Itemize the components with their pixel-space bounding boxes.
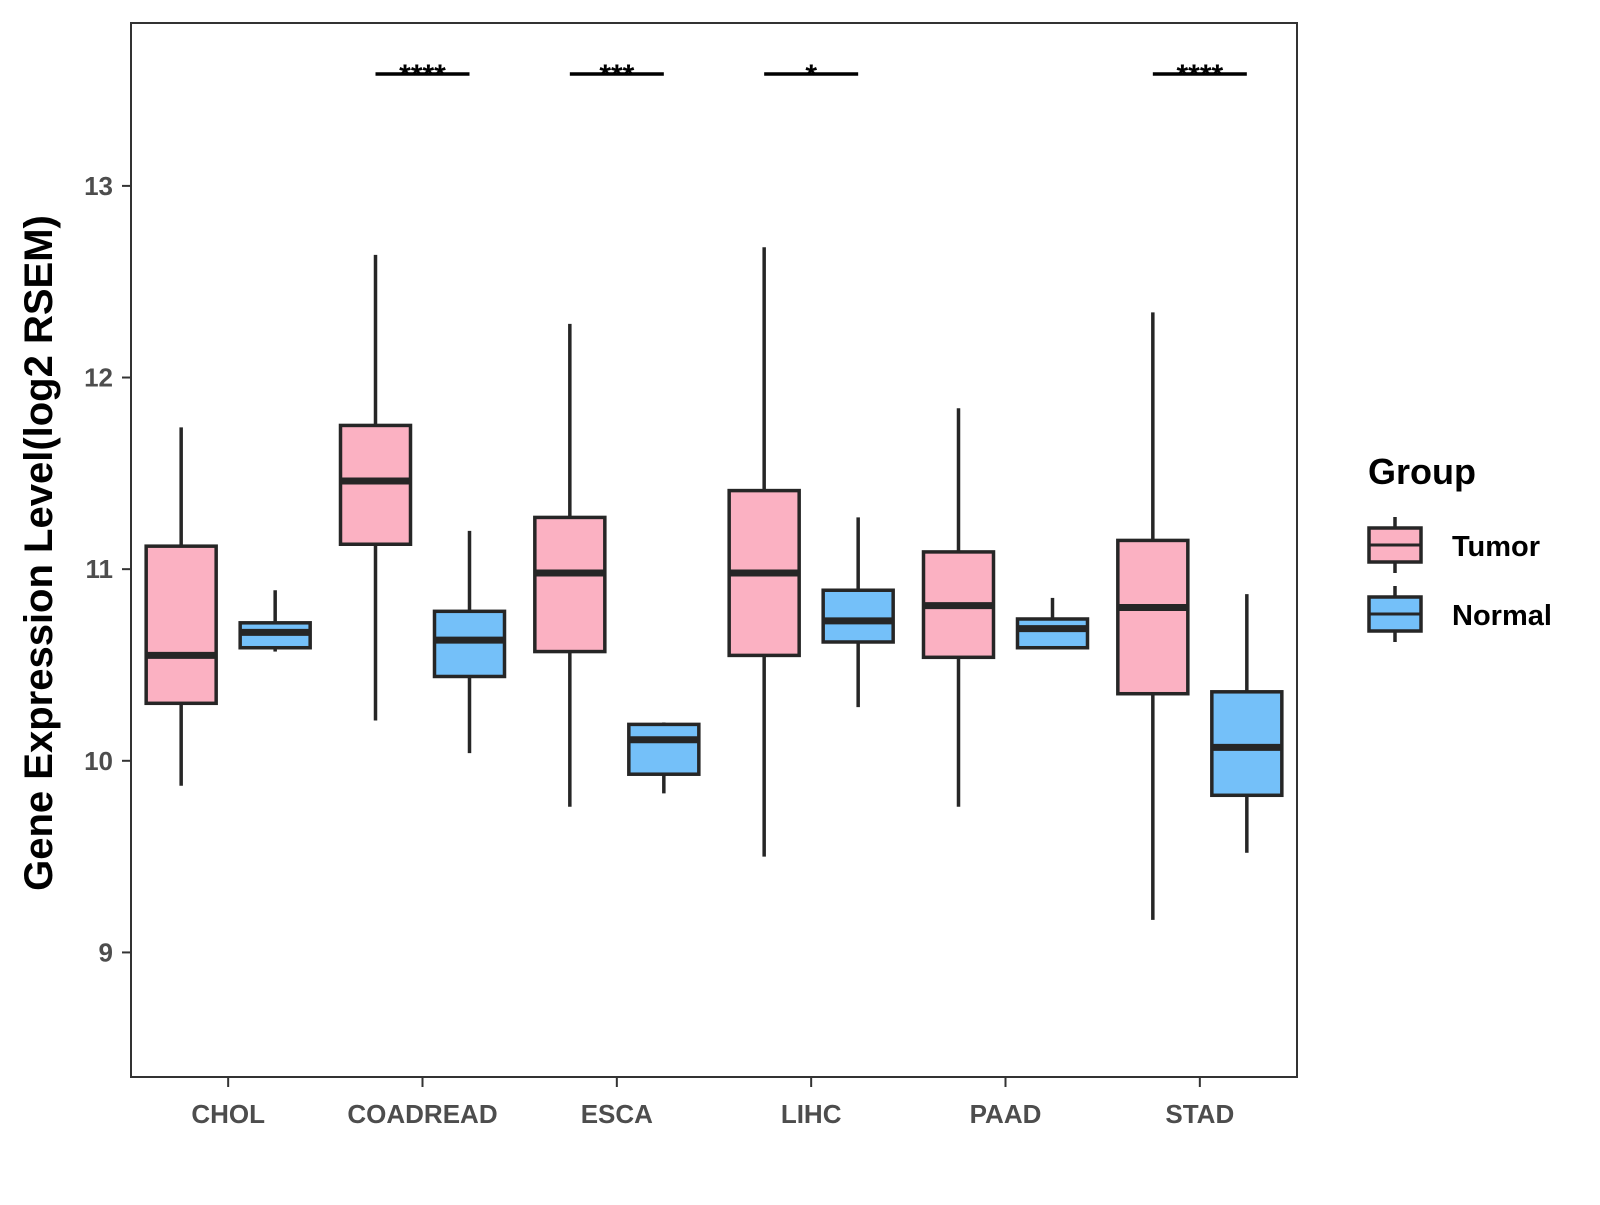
y-tick-label: 11 (86, 554, 114, 584)
x-tick-label: CHOL (191, 1099, 265, 1129)
y-tick-label: 13 (84, 171, 113, 201)
significance-label: **** (399, 59, 446, 92)
box-tumor-paad (921, 408, 996, 807)
significance-label: *** (599, 59, 634, 92)
box-iqr (1116, 538, 1190, 696)
x-tick-label: STAD (1165, 1099, 1234, 1129)
box-normal-chol (238, 590, 312, 652)
box-tumor-esca (533, 323, 607, 807)
legend-title: Group (1368, 451, 1476, 492)
box-tumor-stad (1116, 312, 1190, 920)
box-normal-lihc (821, 517, 895, 708)
x-tick-label: ESCA (581, 1099, 653, 1129)
y-tick-label: 10 (84, 746, 113, 776)
box-iqr (821, 588, 895, 644)
boxes-layer (144, 247, 1284, 920)
box-iqr (533, 515, 607, 654)
y-tick-label: 9 (99, 937, 113, 967)
x-tick-label: PAAD (970, 1099, 1042, 1129)
legend-entry-tumor: Tumor (1367, 517, 1540, 573)
box-tumor-coadread (338, 254, 413, 721)
box-iqr (144, 544, 218, 706)
box-normal-esca (627, 722, 701, 794)
x-axis: CHOL COADREAD ESCA LIHC PAAD STAD (191, 1077, 1234, 1129)
box-iqr (1210, 690, 1284, 798)
box-tumor-lihc (727, 247, 801, 857)
y-axis-title: Gene Expression Level(log2 RSEM) (17, 215, 61, 891)
box-tumor-chol (144, 427, 218, 786)
y-axis: 9 10 11 12 13 (84, 171, 131, 967)
box-normal-coadread (432, 530, 507, 754)
significance-label: **** (1176, 59, 1223, 92)
legend-entry-normal: Normal (1367, 586, 1552, 642)
significance-layer: **** *** * **** (375, 59, 1247, 92)
legend-label-normal: Normal (1452, 600, 1552, 632)
plot-panel-border (130, 22, 1298, 1078)
box-iqr (1015, 617, 1090, 650)
significance-label: * (805, 59, 817, 92)
box-iqr (432, 609, 507, 679)
y-tick-label: 12 (84, 363, 113, 393)
x-tick-label: COADREAD (347, 1099, 497, 1129)
legend-label-tumor: Tumor (1452, 531, 1540, 563)
box-iqr (627, 722, 701, 776)
box-iqr (338, 423, 413, 547)
legend: Group Tumor Normal (1367, 451, 1552, 642)
x-tick-label: LIHC (781, 1099, 842, 1129)
box-normal-paad (1015, 597, 1090, 650)
box-normal-stad (1210, 594, 1284, 853)
